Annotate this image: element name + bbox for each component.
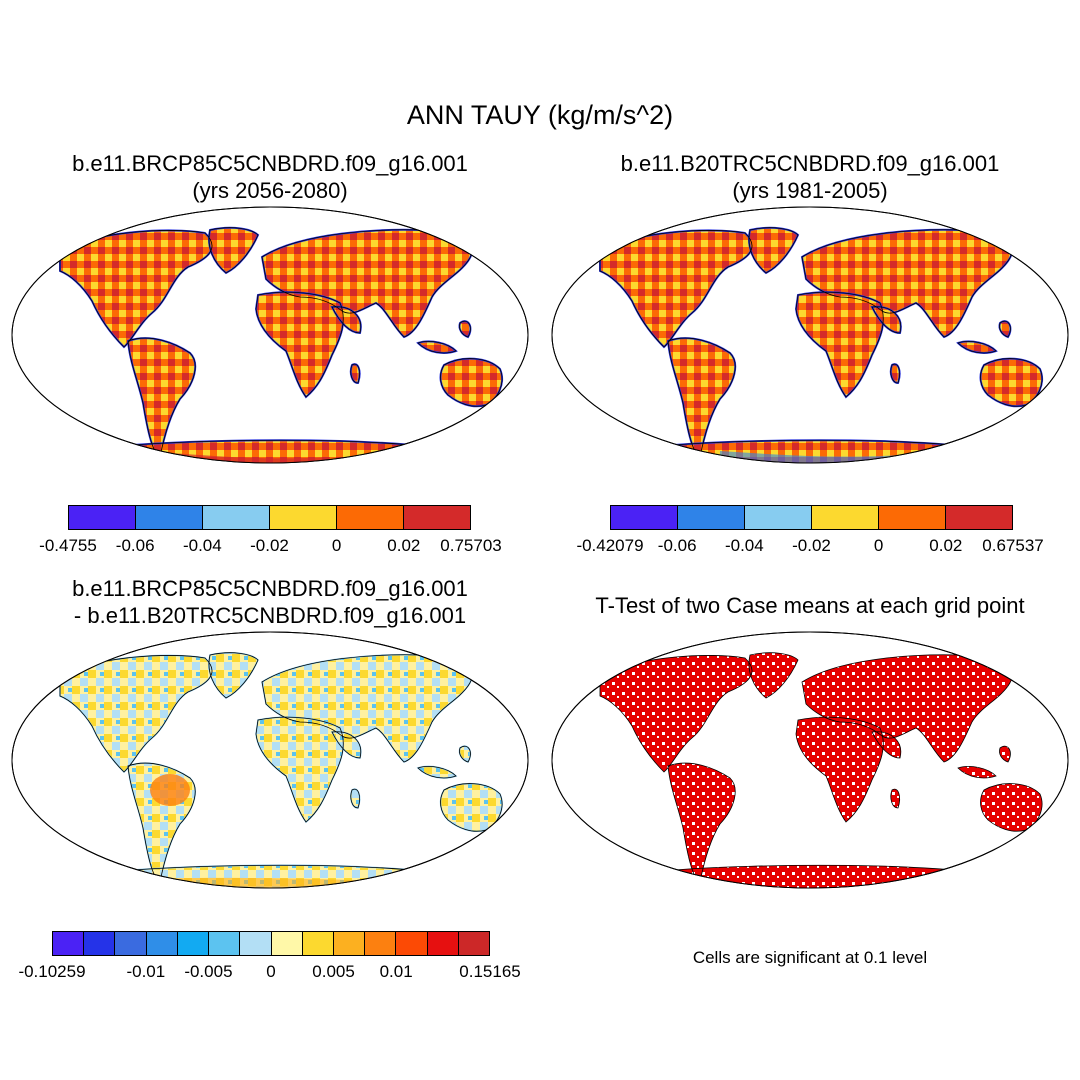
colorbar-swatch [271,932,303,955]
colorbar-ticks-top-right: -0.42079 -0.06 -0.04 -0.02 0 0.02 0.67537 [576,536,1043,560]
panel-title-line2: (yrs 1981-2005) [732,178,888,203]
colorbar-swatch [404,506,470,529]
colorbar-swatch [337,506,404,529]
colorbar-swatch [745,506,812,529]
colorbar-swatch [946,506,1012,529]
colorbar-tick-label: 0.67537 [982,536,1044,555]
colorbar-tick-label: -0.42079 [576,536,644,555]
colorbar-swatch [240,932,272,955]
colorbar-tick-label: -0.04 [724,536,764,555]
colorbar-tick-label: -0.01 [126,962,166,981]
colorbar-tick-label: -0.10259 [18,962,86,981]
colorbar-tick-label: 0.15165 [459,962,521,981]
colorbar-top-right [610,505,1013,530]
colorbar-ticks-bottom-left: -0.10259 -0.01 -0.005 0 0.005 0.01 0.15165 [18,962,520,986]
colorbar-tick-label: 0 [873,536,884,555]
colorbar-swatch [302,932,334,955]
colorbar-swatch [812,506,879,529]
colorbar-swatch [879,506,946,529]
colorbar-swatch [177,932,210,955]
colorbar-tick-label: -0.005 [184,962,233,981]
colorbar-swatch [427,932,459,955]
colorbar-swatch [396,932,428,955]
map-bottom-left [11,631,529,889]
panel-title-line1: b.e11.BRCP85C5CNBDRD.f09_g16.001 [72,151,468,176]
panel-title-bottom-left: b.e11.BRCP85C5CNBDRD.f09_g16.001 - b.e11… [20,575,520,629]
colorbar-tick-label: -0.06 [657,536,697,555]
colorbar-ticks-top-left: -0.4755 -0.06 -0.04 -0.02 0 0.02 0.75703 [39,536,502,560]
colorbar-tick-label: 0.005 [312,962,355,981]
panel-title-top-right: b.e11.B20TRC5CNBDRD.f09_g16.001 (yrs 198… [560,150,1060,204]
panel-title-line2: (yrs 2056-2080) [192,178,348,203]
colorbar-tick-label: -0.02 [792,536,831,555]
colorbar-tick-label: -0.04 [182,536,222,555]
colorbar-swatch [333,932,366,955]
significance-note: Cells are significant at 0.1 level [692,948,928,967]
colorbar-tick-label: 0 [331,536,342,555]
colorbar-top-left [68,505,471,530]
colorbar-tick-label: -0.4755 [39,536,97,555]
panel-title-line1: b.e11.B20TRC5CNBDRD.f09_g16.001 [620,151,1000,176]
colorbar-swatch [365,932,397,955]
panel-title-line2: - b.e11.B20TRC5CNBDRD.f09_g16.001 [73,603,467,628]
colorbar-swatch [69,506,136,529]
plot-title: ANN TAUY (kg/m/s^2) [406,100,674,130]
colorbar-swatch [678,506,745,529]
panel-title-bottom-right: T-Test of two Case means at each grid po… [595,593,1025,618]
colorbar-tick-label: -0.06 [115,536,155,555]
map-bottom-right [551,631,1069,889]
colorbar-tick-label: 0.75703 [440,536,502,555]
colorbar-swatch [209,932,241,955]
colorbar-swatch [458,932,490,955]
colorbar-tick-label: 0.01 [379,962,413,981]
colorbar-swatch [136,506,203,529]
panel-title-top-left: b.e11.BRCP85C5CNBDRD.f09_g16.001 (yrs 20… [20,150,520,204]
colorbar-bottom-left [52,931,490,956]
colorbar-tick-label: -0.02 [250,536,289,555]
map-top-right [551,206,1069,464]
colorbar-swatch [115,932,147,955]
panel-title-line1: b.e11.BRCP85C5CNBDRD.f09_g16.001 [72,576,468,601]
colorbar-swatch [53,932,85,955]
colorbar-swatch [611,506,678,529]
colorbar-swatch [270,506,337,529]
colorbar-swatch [84,932,116,955]
colorbar-tick-label: 0 [266,962,276,981]
colorbar-swatch [203,506,270,529]
colorbar-swatch [146,932,178,955]
colorbar-tick-label: 0.02 [929,536,963,555]
map-top-left [11,206,529,464]
colorbar-tick-label: 0.02 [387,536,421,555]
